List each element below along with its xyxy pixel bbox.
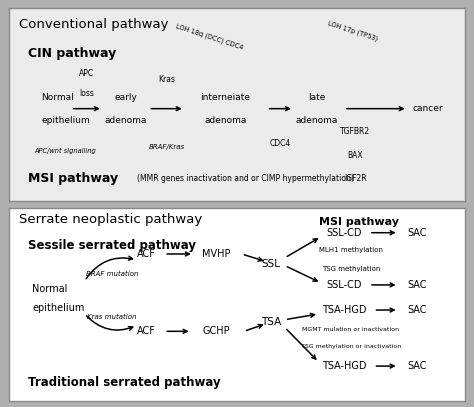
Text: epithelium: epithelium <box>41 116 90 125</box>
Text: adenoma: adenoma <box>295 116 338 125</box>
Text: MVHP: MVHP <box>202 249 231 259</box>
Text: interneiate: interneiate <box>201 92 251 102</box>
Text: ACF: ACF <box>137 249 155 259</box>
Text: Kras: Kras <box>158 75 175 84</box>
Text: Normal: Normal <box>32 284 68 294</box>
Text: TGFBR2: TGFBR2 <box>340 127 370 136</box>
Text: BAX: BAX <box>347 151 363 160</box>
Text: CDC4: CDC4 <box>270 139 291 148</box>
Text: TSG methylation or inactivation: TSG methylation or inactivation <box>301 344 401 349</box>
Text: adenoma: adenoma <box>204 116 247 125</box>
Text: APC: APC <box>79 69 94 79</box>
Text: TSA: TSA <box>261 317 281 327</box>
Text: SAC: SAC <box>407 361 427 371</box>
Text: IGF2R: IGF2R <box>344 174 366 183</box>
Text: Sessile serrated pathway: Sessile serrated pathway <box>27 239 196 252</box>
Text: SSL: SSL <box>262 258 281 269</box>
Text: BRAF/Kras: BRAF/Kras <box>148 144 184 150</box>
Text: SAC: SAC <box>407 228 427 238</box>
Text: late: late <box>308 92 325 102</box>
Text: MLH1 methylation: MLH1 methylation <box>319 247 383 253</box>
Text: TSA-HGD: TSA-HGD <box>322 305 366 315</box>
Text: adenoma: adenoma <box>104 116 146 125</box>
Text: loss: loss <box>80 89 94 98</box>
Text: BRAF mutation: BRAF mutation <box>86 271 138 277</box>
Text: TSG methylation: TSG methylation <box>321 267 380 272</box>
Text: SAC: SAC <box>407 280 427 290</box>
Text: epithelium: epithelium <box>32 303 84 313</box>
Text: LOH 18q (DCC) CDC4: LOH 18q (DCC) CDC4 <box>175 23 244 51</box>
Text: APC/wnt signalling: APC/wnt signalling <box>35 148 96 154</box>
Text: (MMR genes inactivation and or CIMP hypermethylation): (MMR genes inactivation and or CIMP hype… <box>137 174 354 183</box>
Text: Traditional serrated pathway: Traditional serrated pathway <box>27 376 220 389</box>
Text: ACF: ACF <box>137 326 155 336</box>
Text: SSL-CD: SSL-CD <box>326 280 362 290</box>
Text: early: early <box>114 92 137 102</box>
Text: Normal: Normal <box>41 92 74 102</box>
Text: SAC: SAC <box>407 305 427 315</box>
Text: SSL-CD: SSL-CD <box>326 228 362 238</box>
Text: Serrate neoplastic pathway: Serrate neoplastic pathway <box>18 213 202 226</box>
Text: LOH 17p (TP53): LOH 17p (TP53) <box>327 20 379 42</box>
Text: GCHP: GCHP <box>203 326 230 336</box>
Text: MSI pathway: MSI pathway <box>319 217 399 227</box>
Text: cancer: cancer <box>413 104 444 113</box>
Text: MSI pathway: MSI pathway <box>27 172 118 185</box>
Text: MGMT mulation or inactivation: MGMT mulation or inactivation <box>302 327 399 332</box>
Text: Conventional pathway: Conventional pathway <box>18 18 168 31</box>
Text: CIN pathway: CIN pathway <box>27 47 116 60</box>
Text: Kras mutation: Kras mutation <box>87 314 137 320</box>
Text: TSA-HGD: TSA-HGD <box>322 361 366 371</box>
